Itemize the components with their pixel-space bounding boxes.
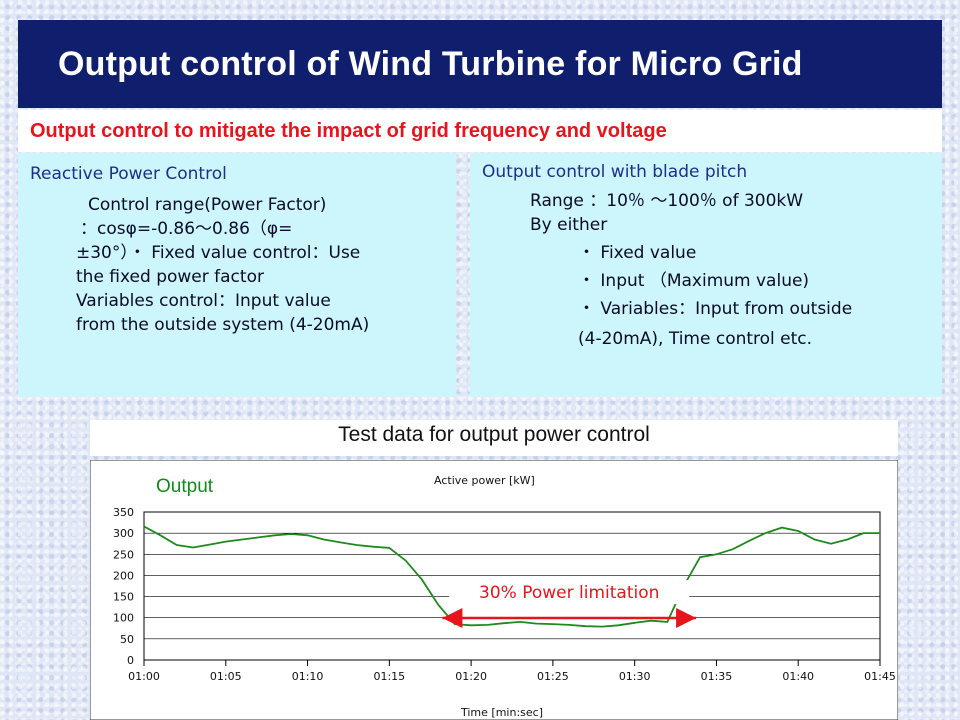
right-line-6: (4-20mA), Time control etc. (578, 329, 813, 349)
y-tick-label: 50 (120, 633, 134, 646)
x-axis-ticks: 01:00 01:05 01:10 01:15 01:20 01:25 01:30 01:35… (128, 670, 896, 683)
plot-border (143, 511, 881, 661)
power-limitation-label: 30% Power limitation (479, 583, 659, 603)
right-line-2: By either (530, 215, 608, 235)
y-tick-label: 250 (113, 548, 134, 561)
left-line-3: ±30°）・ Fixed value control：Use (76, 243, 361, 263)
chart-title: Active power [kW] (434, 474, 535, 487)
y-axis-ticks: 0 50 100 150 200 250 300 350 (113, 506, 134, 667)
reactive-power-panel: Reactive Power Control Control range(Pow… (18, 153, 456, 397)
y-tick-label: 0 (127, 654, 134, 667)
right-line-1: Range ：10％ ～100％ of 300kW (530, 191, 804, 211)
left-line-5: Variables control：Input value (76, 291, 331, 311)
right-panel-heading: Output control with blade pitch (482, 162, 748, 182)
x-tick-label: 01:40 (782, 670, 814, 683)
title-bar: Output control of Wind Turbine for Micro… (18, 20, 942, 108)
x-tick-label: 01:15 (373, 670, 405, 683)
y-tick-label: 150 (113, 591, 134, 604)
left-line-1: Control range(Power Factor) (88, 195, 327, 215)
chart-area: Output Active power [kW] 0 50 100 150 200 250… (90, 460, 898, 720)
left-panel-heading: Reactive Power Control (30, 164, 227, 184)
x-tick-label: 01:00 (128, 670, 160, 683)
x-axis-label: Time [min:sec] (460, 706, 543, 719)
x-tick-label: 01:30 (619, 670, 651, 683)
page-title: Output control of Wind Turbine for Micro… (58, 44, 803, 83)
x-tick-label: 01:20 (455, 670, 487, 683)
active-power-chart: Output Active power [kW] 0 50 100 150 200 250… (90, 460, 898, 720)
right-line-3: ・ Fixed value (578, 243, 697, 263)
chart-header: Test data for output power control (90, 420, 898, 456)
x-tick-label: 01:10 (292, 670, 324, 683)
x-tick-label: 01:05 (210, 670, 242, 683)
x-tick-label: 01:35 (701, 670, 733, 683)
y-tick-label: 300 (113, 527, 134, 540)
annotation-background (449, 580, 690, 605)
left-line-6: from the outside system (4-20mA) (76, 315, 370, 335)
y-tick-label: 200 (113, 569, 134, 582)
left-line-4: the fixed power factor (76, 267, 264, 287)
blade-pitch-panel: Output control with blade pitch Range ：1… (470, 153, 942, 397)
right-line-4: ・ Input （Maximum value) (578, 271, 810, 291)
y-tick-label: 350 (113, 506, 134, 519)
y-tick-label: 100 (113, 612, 134, 625)
right-line-5: ・ Variables：Input from outside (578, 299, 853, 319)
left-line-2: ：cosφ=-0.86～0.86（φ= (80, 219, 293, 239)
x-tick-label: 01:45 (864, 670, 896, 683)
subtitle: Output control to mitigate the impact of… (18, 110, 942, 152)
x-tick-label: 01:25 (537, 670, 569, 683)
output-label: Output (156, 476, 214, 497)
